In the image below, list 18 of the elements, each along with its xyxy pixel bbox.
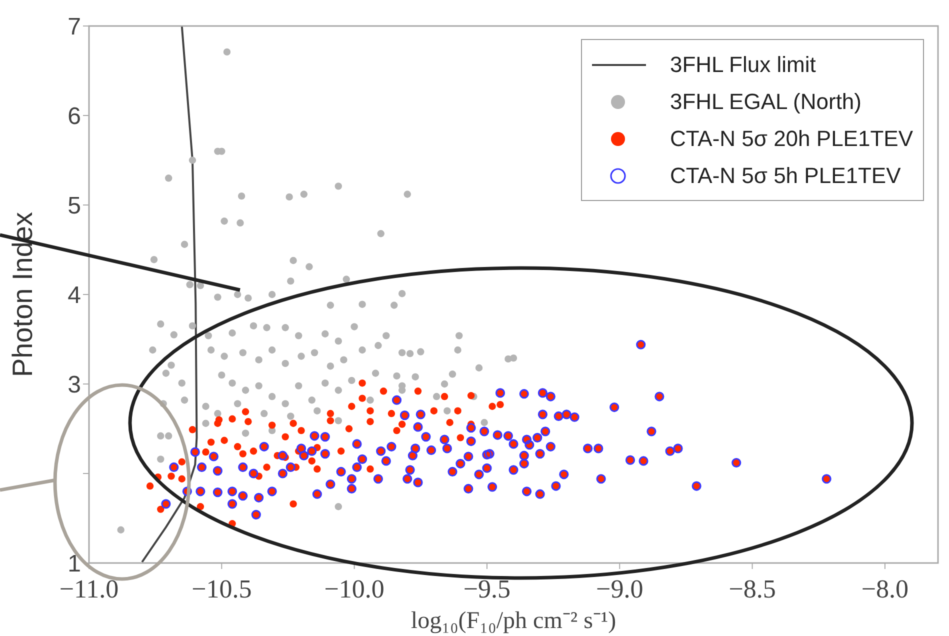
- legend-label: CTA-N 5σ 5h PLE1TEV: [670, 162, 901, 190]
- x-tick-label: −8.5: [728, 574, 776, 604]
- x-axis-title: log₁₀(F₁₀/ph cm⁻² s⁻¹): [410, 608, 616, 634]
- x-tick-label: −9.5: [463, 574, 511, 604]
- x-tick-label: −10.0: [324, 574, 384, 604]
- y-tick-label: 3: [68, 372, 81, 399]
- y-tick-label: 4: [68, 282, 81, 310]
- legend-label: 3FHL Flux limit: [670, 51, 816, 79]
- line-series: [141, 26, 198, 563]
- x-tick-label: −9.0: [596, 574, 644, 604]
- y-tick-label: 7: [68, 14, 81, 41]
- y-axis-title: Photon Index: [6, 212, 38, 378]
- legend-label: CTA-N 5σ 20h PLE1TEV: [670, 125, 913, 153]
- x-tick-label: −8.0: [861, 574, 909, 604]
- legend-label: 3FHL EGAL (North): [670, 88, 862, 116]
- y-tick-label: 6: [68, 103, 81, 130]
- y-tick-label: 5: [68, 192, 81, 220]
- x-tick-label: −10.5: [192, 574, 252, 604]
